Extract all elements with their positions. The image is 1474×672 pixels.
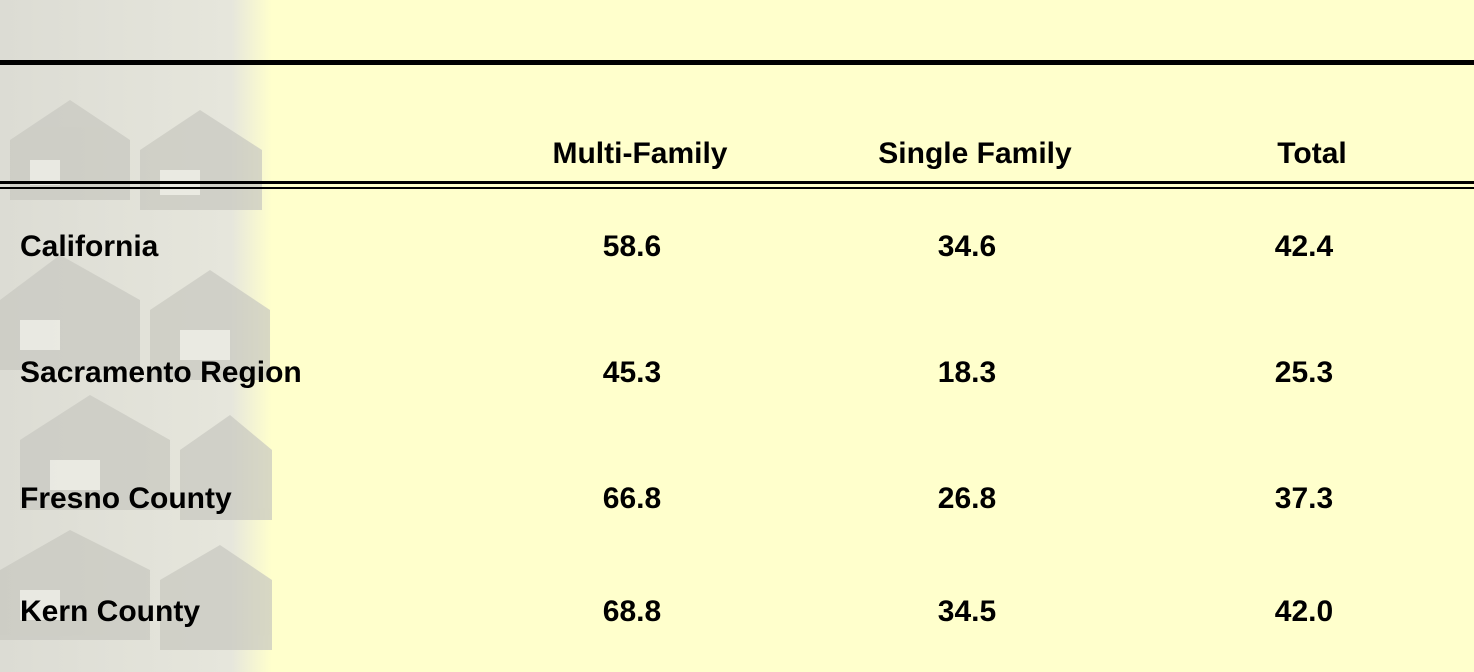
cell-value: 18.3 <box>938 356 996 389</box>
column-header: Single Family <box>878 137 1072 170</box>
row-label: California <box>20 230 159 263</box>
header-rule <box>0 187 1474 189</box>
row-label: Sacramento Region <box>20 356 302 389</box>
cell-value: 37.3 <box>1275 482 1333 515</box>
cell-value: 58.6 <box>603 230 661 263</box>
cell-value: 68.8 <box>603 595 661 628</box>
cell-value: 42.4 <box>1275 230 1334 263</box>
column-header: Total <box>1277 137 1346 170</box>
cell-value: 25.3 <box>1275 356 1333 389</box>
header-rule <box>0 181 1474 184</box>
column-header: Multi-Family <box>552 137 727 170</box>
table: Multi-Family Single Family Total California… <box>20 137 1347 628</box>
cell-value: 26.8 <box>938 482 996 515</box>
top-rule <box>0 60 1474 65</box>
row-label: Fresno County <box>20 482 232 515</box>
houses-image <box>0 0 272 672</box>
row-label: Kern County <box>20 595 200 628</box>
cell-value: 34.5 <box>938 595 996 628</box>
cell-value: 45.3 <box>603 356 661 389</box>
cell-value: 66.8 <box>603 482 661 515</box>
cell-value: 34.6 <box>938 230 996 263</box>
cell-value: 42.0 <box>1275 595 1333 628</box>
